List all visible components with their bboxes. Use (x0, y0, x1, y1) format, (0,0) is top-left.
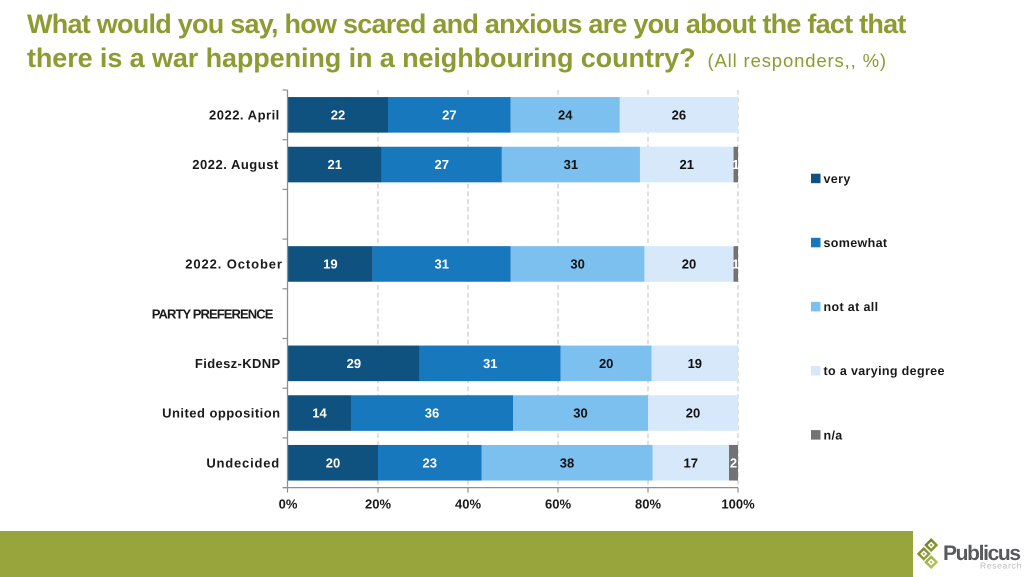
svg-text:Publicus: Publicus (943, 542, 1020, 565)
svg-text:20: 20 (682, 257, 696, 272)
svg-text:20: 20 (599, 356, 613, 371)
svg-text:36: 36 (425, 406, 439, 421)
svg-text:19: 19 (688, 356, 702, 371)
svg-text:26: 26 (672, 107, 686, 122)
svg-text:0%: 0% (279, 497, 298, 512)
svg-text:17: 17 (684, 455, 698, 470)
svg-text:2022. April: 2022. April (209, 107, 280, 122)
svg-text:31: 31 (483, 356, 497, 371)
svg-text:somewhat: somewhat (824, 236, 888, 250)
svg-text:22: 22 (331, 107, 345, 122)
svg-text:14: 14 (312, 406, 327, 421)
svg-text:2: 2 (730, 455, 737, 470)
svg-text:80%: 80% (635, 497, 661, 512)
svg-text:2022. October: 2022. October (185, 257, 283, 272)
svg-text:60%: 60% (545, 497, 571, 512)
svg-text:27: 27 (442, 107, 456, 122)
svg-text:to a varying degree: to a varying degree (824, 364, 945, 378)
svg-text:Fidesz-KDNP: Fidesz-KDNP (195, 356, 281, 371)
svg-text:40%: 40% (455, 497, 481, 512)
svg-text:38: 38 (560, 455, 574, 470)
svg-text:30: 30 (570, 257, 584, 272)
svg-text:United opposition: United opposition (162, 406, 280, 421)
svg-text:23: 23 (423, 455, 437, 470)
svg-text:Undecided: Undecided (206, 455, 280, 470)
svg-text:2022. August: 2022. August (192, 157, 279, 172)
svg-text:PARTY PREFERENCE: PARTY PREFERENCE (152, 306, 274, 321)
svg-text:n/a: n/a (824, 428, 844, 442)
svg-text:29: 29 (347, 356, 361, 371)
svg-text:27: 27 (434, 157, 448, 172)
svg-text:31: 31 (564, 157, 578, 172)
svg-text:20: 20 (686, 406, 700, 421)
svg-text:21: 21 (328, 157, 342, 172)
svg-text:1: 1 (732, 157, 739, 172)
svg-text:19: 19 (323, 257, 337, 272)
svg-text:very: very (824, 172, 851, 186)
svg-text:20%: 20% (365, 497, 391, 512)
svg-text:21: 21 (680, 157, 694, 172)
svg-text:24: 24 (558, 107, 573, 122)
svg-text:31: 31 (434, 257, 448, 272)
svg-text:100%: 100% (721, 497, 755, 512)
svg-text:Research: Research (980, 561, 1022, 571)
svg-text:30: 30 (573, 406, 587, 421)
svg-text:20: 20 (326, 455, 340, 470)
svg-text:1: 1 (732, 257, 739, 272)
svg-text:not at all: not at all (824, 300, 879, 314)
